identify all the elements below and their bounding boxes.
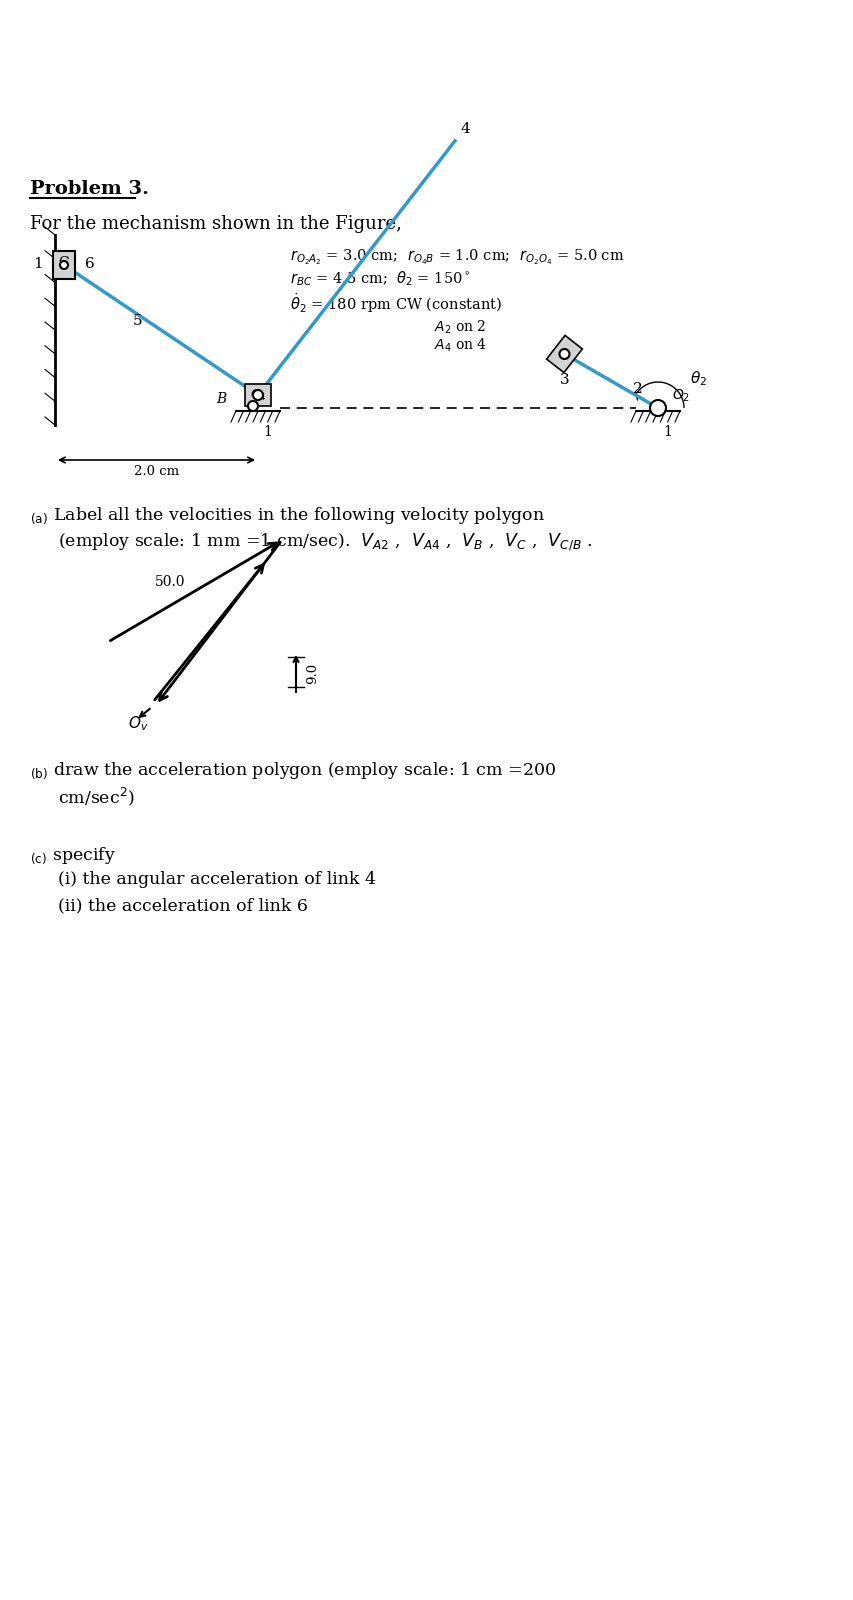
Text: 2: 2 bbox=[632, 382, 642, 395]
Text: 3: 3 bbox=[559, 373, 568, 387]
Text: 1: 1 bbox=[33, 258, 43, 270]
Text: $O_2$: $O_2$ bbox=[671, 387, 689, 405]
Text: For the mechanism shown in the Figure,: For the mechanism shown in the Figure, bbox=[30, 214, 402, 234]
Text: Problem 3.: Problem 3. bbox=[30, 179, 148, 198]
Text: $r_{O_2A_2}$ = 3.0 cm;  $r_{O_4B}$ = 1.0 cm;  $r_{O_2O_4}$ = 5.0 cm: $r_{O_2A_2}$ = 3.0 cm; $r_{O_4B}$ = 1.0 … bbox=[290, 246, 624, 267]
Circle shape bbox=[649, 400, 665, 416]
Text: cm/sec$^2$): cm/sec$^2$) bbox=[58, 786, 135, 808]
Text: $_{\mathrm{(b)}}$ draw the acceleration polygon (employ scale: 1 cm =200: $_{\mathrm{(b)}}$ draw the acceleration … bbox=[30, 760, 555, 781]
Text: 5: 5 bbox=[133, 314, 142, 328]
Text: C: C bbox=[59, 256, 69, 270]
Text: $\dot{\theta}_2$ = 180 rpm CW (constant): $\dot{\theta}_2$ = 180 rpm CW (constant) bbox=[290, 291, 502, 315]
Text: 6: 6 bbox=[85, 258, 95, 270]
Text: 4: 4 bbox=[460, 122, 469, 136]
Circle shape bbox=[559, 349, 569, 358]
Text: $A_2$ on 2: $A_2$ on 2 bbox=[434, 318, 486, 336]
Text: B: B bbox=[216, 392, 226, 406]
Circle shape bbox=[252, 390, 263, 400]
Bar bbox=[245, 384, 270, 406]
Circle shape bbox=[60, 261, 68, 269]
Text: (i) the angular acceleration of link 4: (i) the angular acceleration of link 4 bbox=[58, 870, 375, 888]
Text: 9.0: 9.0 bbox=[305, 662, 319, 685]
Text: $_{\mathrm{(a)}}$ Label all the velocities in the following velocity polygon: $_{\mathrm{(a)}}$ Label all the velociti… bbox=[30, 506, 544, 525]
Polygon shape bbox=[546, 336, 582, 373]
Text: (ii) the acceleration of link 6: (ii) the acceleration of link 6 bbox=[58, 898, 308, 914]
Circle shape bbox=[247, 402, 258, 411]
Bar bbox=[53, 251, 75, 278]
Text: 1: 1 bbox=[662, 426, 671, 438]
Text: $A_4$ on 4: $A_4$ on 4 bbox=[434, 338, 487, 355]
Text: 1: 1 bbox=[263, 426, 271, 438]
Text: $\theta_2$: $\theta_2$ bbox=[689, 370, 706, 387]
Text: $_{\mathrm{(c)}}$ specify: $_{\mathrm{(c)}}$ specify bbox=[30, 845, 116, 866]
Text: 2.0 cm: 2.0 cm bbox=[134, 466, 179, 478]
Text: $O_4$: $O_4$ bbox=[249, 387, 266, 403]
Text: 50.0: 50.0 bbox=[154, 574, 185, 589]
Text: $O_v$: $O_v$ bbox=[128, 714, 148, 733]
Text: $r_{BC}$ = 4.5 cm;  $\theta_2$ = 150$^\circ$: $r_{BC}$ = 4.5 cm; $\theta_2$ = 150$^\ci… bbox=[290, 269, 470, 288]
Text: (employ scale: 1 mm =1 cm/sec).  $V_{A2}$ ,  $V_{A4}$ ,  $V_B$ ,  $V_C$ ,  $V_{C: (employ scale: 1 mm =1 cm/sec). $V_{A2}$… bbox=[58, 531, 592, 552]
